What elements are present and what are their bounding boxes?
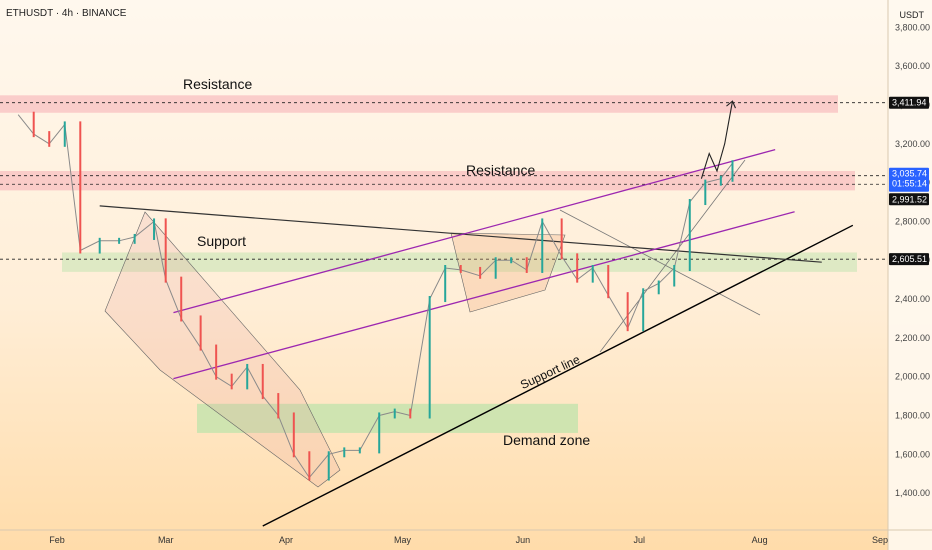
y-tick-label: 1,800.00 <box>895 410 930 420</box>
wedge-line <box>599 159 746 353</box>
price-tag-level3: 2,605.51 <box>889 253 929 266</box>
support-line <box>262 224 854 527</box>
demand-zone-label: Demand zone <box>503 432 591 448</box>
y-tick-label: 3,600.00 <box>895 61 930 71</box>
y-tick-label: 3,800.00 <box>895 22 930 32</box>
symbol-label: ETHUSDT · 4h · BINANCE <box>6 8 127 19</box>
price-axis <box>888 0 932 550</box>
demand-zone <box>197 403 578 433</box>
x-tick-label: Feb <box>49 535 65 545</box>
y-tick-label: 3,200.00 <box>895 139 930 149</box>
x-tick-label: Mar <box>158 535 174 545</box>
price-tag-level2-text: 2,991.52 <box>892 194 927 204</box>
price-tag-top-text: 3,411.94 <box>892 98 926 108</box>
flag-pattern <box>450 232 566 313</box>
projection-path <box>700 101 734 179</box>
y-tick-label: 2,800.00 <box>895 216 930 226</box>
x-tick-label: Aug <box>752 535 768 545</box>
support-zone <box>62 252 857 272</box>
channel-upper <box>173 149 776 314</box>
price-tag-current: 3,035.74 <box>889 167 929 192</box>
price-tag-level3-text: 2,605.51 <box>892 254 927 264</box>
resistance-zone <box>0 170 855 191</box>
channel-lower <box>173 211 795 380</box>
countdown-text: 01:55:14 <box>892 179 927 189</box>
wedge-line <box>559 209 761 316</box>
x-tick-label: Apr <box>279 535 293 545</box>
y-tick-label: 2,200.00 <box>895 333 930 343</box>
falling-wedge <box>104 211 341 488</box>
x-tick-label: May <box>394 535 412 545</box>
resistance-mid-label: Resistance <box>466 162 536 178</box>
y-tick-label: 2,400.00 <box>895 294 930 304</box>
x-tick-label: Jun <box>516 535 531 545</box>
price-tag-level2: 2,991.52 <box>889 193 929 206</box>
resistance-zone <box>0 95 838 113</box>
currency-unit: USDT <box>899 10 925 20</box>
y-tick-label: 1,600.00 <box>895 449 930 459</box>
resistance-top-label: Resistance <box>183 76 253 92</box>
x-tick-label: Sep <box>872 535 888 545</box>
support-label: Support <box>197 233 247 249</box>
y-tick-label: 1,400.00 <box>895 488 930 498</box>
y-tick-label: 2,000.00 <box>895 372 930 382</box>
projection-arrowhead <box>726 100 736 109</box>
x-tick-label: Jul <box>634 535 646 545</box>
price-tag-current-text: 3,035.74 <box>892 169 927 179</box>
price-tag-top: 3,411.94 <box>889 96 929 109</box>
descending-resistance <box>99 205 822 263</box>
